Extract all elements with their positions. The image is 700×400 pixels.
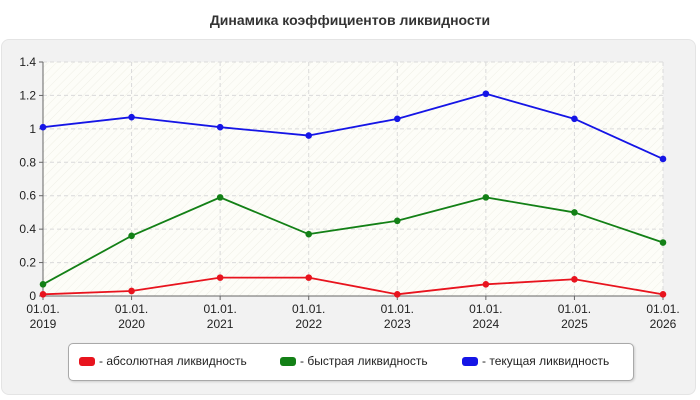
legend-item-current[interactable]: - текущая ликвидность bbox=[462, 353, 609, 369]
data-point-absolute[interactable] bbox=[571, 275, 578, 283]
data-point-current[interactable] bbox=[128, 113, 135, 121]
y-tick-label: 0.6 bbox=[19, 189, 36, 203]
x-tick-label-line2: 2022 bbox=[295, 317, 322, 331]
y-tick-label: 0.4 bbox=[19, 222, 36, 236]
legend-label-quick: - быстрая ликвидность bbox=[300, 354, 428, 368]
data-point-absolute[interactable] bbox=[216, 274, 224, 281]
x-tick-label-line1: 01.01. bbox=[115, 302, 148, 316]
plot-area bbox=[43, 62, 663, 296]
data-point-current[interactable] bbox=[305, 132, 313, 139]
data-point-quick[interactable] bbox=[659, 239, 667, 246]
data-point-current[interactable] bbox=[39, 123, 47, 131]
series-absolute bbox=[39, 274, 667, 298]
data-point-absolute[interactable] bbox=[305, 274, 313, 281]
x-tick-label-line1: 01.01. bbox=[292, 302, 325, 316]
legend-swatch-current bbox=[462, 356, 478, 366]
x-tick-label-line1: 01.01. bbox=[558, 302, 591, 316]
y-tick-label: 1.4 bbox=[19, 55, 36, 69]
x-tick-label-line1: 01.01. bbox=[203, 302, 236, 316]
data-point-quick[interactable] bbox=[128, 232, 135, 240]
legend-item-quick[interactable]: - быстрая ликвидность bbox=[280, 353, 428, 369]
x-tick-label-line2: 2025 bbox=[561, 317, 588, 331]
x-tick-label-line2: 2026 bbox=[650, 317, 677, 331]
data-point-current[interactable] bbox=[659, 155, 667, 163]
data-point-quick[interactable] bbox=[393, 217, 401, 225]
y-tick-labels: 0 0.2 0.4 0.6 0.8 1 1.2 1.4 bbox=[19, 55, 43, 303]
x-tick-label-line2: 2019 bbox=[30, 317, 57, 331]
data-point-quick[interactable] bbox=[39, 281, 47, 288]
series-line-quick bbox=[42, 196, 664, 286]
legend-swatch-absolute bbox=[79, 356, 95, 366]
legend-item-absolute[interactable]: - абсолютная ликвидность bbox=[79, 353, 247, 369]
chart-title: Динамика коэффициентов ликвидности bbox=[209, 12, 491, 28]
series bbox=[39, 90, 667, 298]
y-tick-label: 1.2 bbox=[19, 88, 36, 102]
series-line-current bbox=[42, 92, 664, 160]
data-point-current[interactable] bbox=[482, 90, 490, 98]
x-tick-label-line2: 2023 bbox=[384, 317, 411, 331]
plot-background bbox=[43, 62, 663, 296]
series-current bbox=[39, 90, 667, 163]
data-point-absolute[interactable] bbox=[659, 291, 667, 298]
data-point-absolute[interactable] bbox=[482, 281, 490, 288]
y-tick-label: 0 bbox=[29, 289, 36, 303]
x-tick-label-line2: 2021 bbox=[207, 317, 234, 331]
x-tick-label-line1: 01.01. bbox=[646, 302, 679, 316]
x-tick-label-line2: 2024 bbox=[473, 317, 500, 331]
y-tick-label: 0.8 bbox=[19, 155, 36, 169]
y-tick-label: 0.2 bbox=[19, 256, 36, 270]
x-tick-label-line2: 2020 bbox=[118, 317, 145, 331]
legend: - абсолютная ликвидность - быстрая ликви… bbox=[68, 343, 634, 381]
data-point-current[interactable] bbox=[216, 123, 224, 131]
data-point-absolute[interactable] bbox=[128, 287, 135, 295]
x-tick-label-line1: 01.01. bbox=[381, 302, 414, 316]
grid bbox=[43, 61, 664, 296]
data-point-absolute[interactable] bbox=[393, 291, 401, 298]
data-point-quick[interactable] bbox=[482, 194, 490, 201]
x-tick-labels: 01.01.201901.01.202001.01.202101.01.2022… bbox=[26, 296, 680, 331]
legend-label-current: - текущая ликвидность bbox=[482, 354, 610, 368]
y-tick-label: 1 bbox=[29, 122, 36, 136]
axes bbox=[42, 62, 663, 297]
legend-swatch-quick bbox=[280, 356, 296, 366]
x-tick-label-line1: 01.01. bbox=[469, 302, 502, 316]
x-tick-label-line1: 01.01. bbox=[26, 302, 59, 316]
data-point-quick[interactable] bbox=[305, 230, 313, 238]
series-line-absolute bbox=[42, 276, 664, 296]
data-point-absolute[interactable] bbox=[39, 291, 47, 298]
legend-label-absolute: - абсолютная ликвидность bbox=[99, 354, 247, 368]
data-point-current[interactable] bbox=[393, 115, 401, 123]
data-point-quick[interactable] bbox=[216, 194, 224, 201]
series-quick bbox=[39, 194, 667, 288]
data-point-current[interactable] bbox=[571, 115, 578, 123]
data-point-quick[interactable] bbox=[571, 209, 578, 216]
